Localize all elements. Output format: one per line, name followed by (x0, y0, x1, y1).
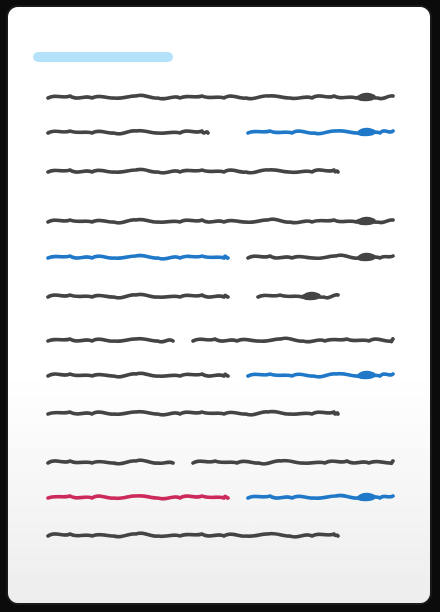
scribble-stroke-ink (191, 336, 395, 344)
scribble-ink-blot (355, 216, 376, 226)
scribble-stroke-ink (246, 253, 395, 261)
scribble-line (46, 167, 340, 175)
scribble-line (46, 291, 340, 301)
scribble-stroke-blue (246, 128, 395, 136)
scribble-line (46, 216, 395, 226)
scribble-line (46, 531, 340, 539)
document-page (6, 5, 432, 605)
scribble-stroke-ink (46, 371, 230, 379)
scribble-stroke-ink (46, 531, 340, 539)
scribble-stroke-ink (46, 292, 230, 300)
scribble-ink-blot (300, 291, 321, 301)
scribble-line (46, 409, 340, 417)
scribble-ink-blot (355, 92, 376, 102)
scribble-stroke-blue (246, 493, 395, 501)
scribble-stroke-ink (46, 93, 395, 101)
scribble-line (46, 492, 395, 502)
scribble-stroke-ink (191, 458, 395, 466)
scribble-stroke-red (46, 493, 230, 501)
scribble-line (46, 370, 395, 380)
scribble-stroke-ink (46, 217, 395, 225)
scribble-line (46, 127, 395, 137)
scribble-stroke-ink (46, 128, 210, 136)
scribble-line (46, 458, 395, 466)
scribble-ink-blot (355, 492, 376, 502)
scribble-stroke-ink (46, 167, 340, 175)
scribble-stroke-ink (46, 409, 340, 417)
scribble-stroke-ink (256, 293, 340, 300)
scribble-ink-blot (355, 127, 376, 137)
scribble-line (46, 92, 395, 102)
scribble-line (46, 252, 395, 262)
scribble-stroke-blue (46, 253, 230, 261)
handwriting-lines (46, 92, 395, 539)
scribble-stroke-ink (46, 336, 175, 344)
scribble-stroke-blue (246, 371, 395, 379)
scribble-stroke-ink (46, 458, 175, 466)
scribble-ink-blot (355, 252, 376, 262)
scribble-line (46, 336, 395, 344)
title-placeholder-bar (33, 52, 173, 62)
scribble-ink-blot (355, 370, 376, 380)
